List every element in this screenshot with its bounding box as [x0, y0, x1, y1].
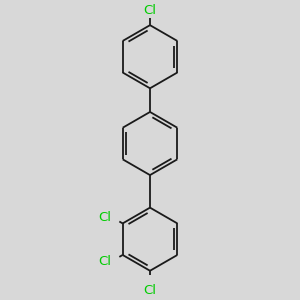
Text: Cl: Cl [143, 4, 157, 17]
Text: Cl: Cl [143, 284, 157, 297]
Text: Cl: Cl [99, 211, 112, 224]
Text: Cl: Cl [99, 255, 112, 268]
